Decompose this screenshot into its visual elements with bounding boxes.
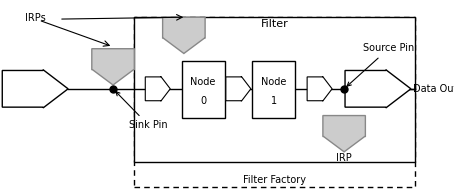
Text: Sink Pin: Sink Pin: [116, 92, 168, 130]
Polygon shape: [92, 49, 134, 85]
Polygon shape: [345, 70, 411, 108]
Polygon shape: [145, 76, 170, 101]
Text: Node: Node: [261, 77, 286, 87]
Text: 0: 0: [200, 96, 206, 106]
Polygon shape: [2, 70, 68, 108]
Text: Node: Node: [191, 77, 216, 87]
Bar: [134, 17, 415, 187]
Text: Data Out: Data Out: [413, 84, 454, 94]
Text: Filter: Filter: [261, 19, 289, 29]
Bar: [134, 17, 415, 162]
Bar: [252, 61, 295, 118]
Text: 1: 1: [271, 96, 276, 106]
Text: Source Pin: Source Pin: [347, 44, 415, 86]
Polygon shape: [226, 76, 251, 101]
Polygon shape: [307, 76, 332, 101]
Text: IRP: IRP: [336, 153, 352, 163]
Text: Filter Factory: Filter Factory: [243, 175, 306, 185]
Polygon shape: [163, 17, 205, 53]
Polygon shape: [323, 116, 365, 152]
Bar: [182, 61, 225, 118]
Text: IRPs: IRPs: [25, 13, 46, 23]
